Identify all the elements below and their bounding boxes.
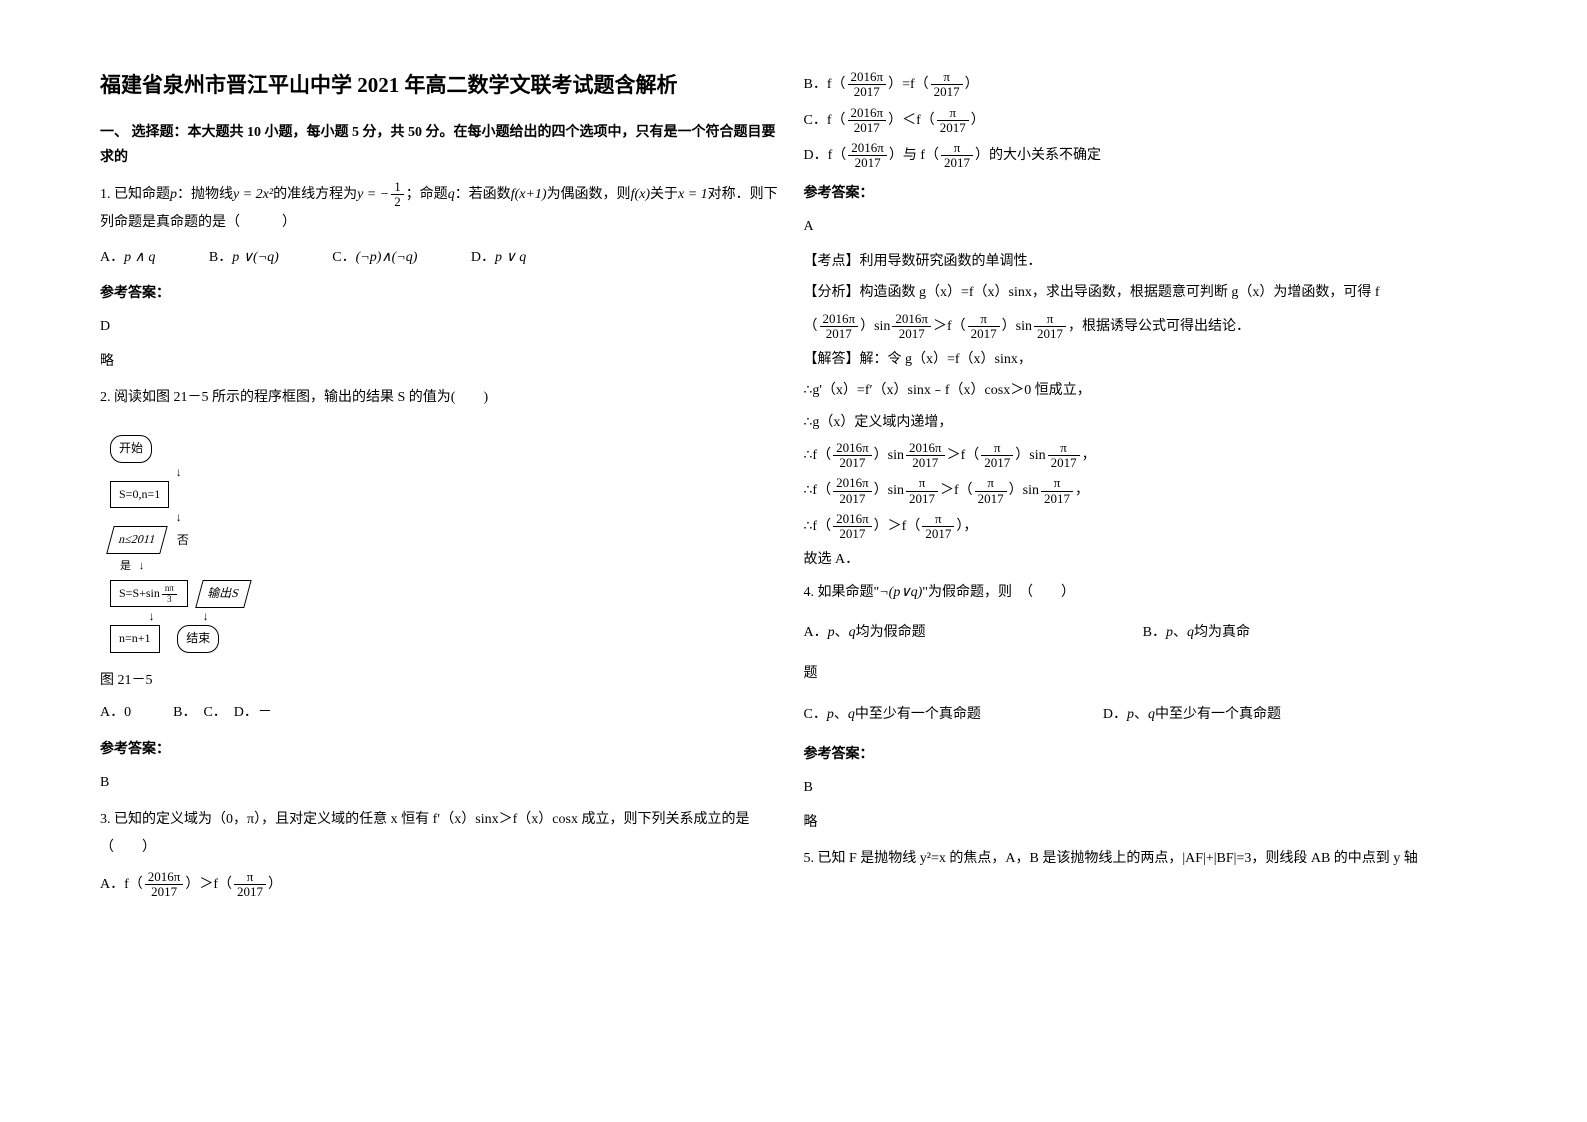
q3-opt-b: B．f（2016π2017）=f（π2017） [804,70,1488,100]
q3-answer: A [804,214,1488,239]
flow-arrow: ↓ ↓ [110,610,247,622]
flow-start: 开始 [110,435,152,463]
question-3: 3. 已知的定义域为（0，π），且对定义域的任意 x 恒有 f′（x）sinx＞… [100,806,784,862]
q3-analysis-1: 【分析】构造函数 g（x）=f（x）sinx，求出导函数，根据题意可判断 g（x… [804,280,1488,305]
math-y2x2: y = 2x² [233,187,273,202]
q4-answer-label: 参考答案： [804,742,1488,767]
q3-solve-4: ∴f（2016π2017）sinπ2017＞f（π2017）sinπ2017， [804,476,1488,506]
q3-opt-d: D．f（2016π2017）与 f（π2017）的大小关系不确定 [804,141,1488,171]
q3-solve-3: ∴f（2016π2017）sin2016π2017＞f（π2017）sinπ20… [804,441,1488,471]
q1-options: A．p ∧ q B．p ∨(¬q) C．(¬p)∧(¬q) D．p ∨ q [100,245,784,270]
flow-end: 结束 [177,625,219,653]
q2-answer-label: 参考答案： [100,737,784,762]
q4-answer-note: 略 [804,810,1488,835]
flow-yes-label: 是 [120,560,131,572]
math-fx: f(x) [631,187,650,202]
q1-answer-label: 参考答案： [100,281,784,306]
left-column: 福建省泉州市晋江平山中学 2021 年高二数学文联考试题含解析 一、 选择题：本… [90,70,794,1092]
math-yneg: y = − [357,187,389,202]
q1-answer: D [100,314,784,339]
q4-opts-row1: A．p、q均为假命题 B．p、q均为真命 [804,615,1488,650]
q1-text-7: 关于 [650,187,678,202]
q3-solve-1: ∴g'（x）=f′（x）sinx﹣f（x）cosx＞0 恒成立， [804,378,1488,403]
q3-analysis-label: 【考点】利用导数研究函数的单调性． [804,249,1488,274]
q3-opt-c: C．f（2016π2017）＜f（π2017） [804,106,1488,136]
q3-solve-label: 【解答】解：令 g（x）=f（x）sinx， [804,347,1488,372]
q1-opt-b: B．p ∨(¬q) [209,245,279,270]
q4-answer: B [804,775,1488,800]
right-column: B．f（2016π2017）=f（π2017） C．f（2016π2017）＜f… [794,70,1498,1092]
math-notpvq: ¬(p∨q) [879,585,922,600]
q3-solve-2: ∴g（x）定义域内递增， [804,410,1488,435]
question-1: 1. 已知命题p：抛物线y = 2x²的准线方程为y = −12；命题q：若函数… [100,180,784,238]
math-q: q [448,187,455,202]
q1-opt-d: D．p ∨ q [471,245,526,270]
math-x1: x = 1 [678,187,708,202]
flow-inc: n=n+1 [110,625,160,653]
frac-2016pi: 2016π2017 [145,870,184,900]
q3-answer-label: 参考答案： [804,181,1488,206]
flowchart-caption: 图 21－5 [100,668,784,693]
frac-half: 12 [391,180,404,210]
flowchart: 开始 ↓ S=0,n=1 ↓ n≤2011 否 是 ↓ S=S+sinnπ3 输… [110,432,247,656]
question-5: 5. 已知 F 是抛物线 y²=x 的焦点，A，B 是该抛物线上的两点，|AF|… [804,845,1488,873]
q3-solve-5: ∴f（2016π2017）＞f（π2017）， [804,512,1488,542]
flow-output: 输出S [195,580,251,608]
q4-opts-row2: C．p、q中至少有一个真命题 D．p、q中至少有一个真命题 [804,697,1488,732]
q3-opt-a: A．f（2016π2017）＞f（π2017） [100,870,784,900]
math-fx1: f(x+1) [511,187,547,202]
q1-answer-note: 略 [100,349,784,374]
q4-opt-b-cont: 题 [804,656,1488,691]
question-4: 4. 如果命题"¬(p∨q)"为假命题，则 （ ） [804,579,1488,607]
q1-text-6: 为偶函数，则 [547,187,631,202]
q3-analysis-2: （2016π2017）sin2016π2017＞f（π2017）sinπ2017… [804,312,1488,342]
q1-text-1: 1. 已知命题 [100,187,170,202]
flow-arrow: ↓ [110,511,247,523]
q1-text-4: ；命题 [406,187,448,202]
flow-calc: S=S+sinnπ3 [110,580,188,608]
section-header: 一、 选择题：本大题共 10 小题，每小题 5 分，共 50 分。在每小题给出的… [100,120,784,170]
question-2: 2. 阅读如图 21－5 所示的程序框图，输出的结果 S 的值为( ) [100,384,784,412]
q1-text-5: ：若函数 [455,187,511,202]
math-p: p [170,187,177,202]
flow-cond: n≤2011 [106,526,168,554]
q2-answer: B [100,770,784,795]
q1-text-2: ：抛物线 [177,187,233,202]
q3-solve-6: 故选 A． [804,547,1488,572]
q1-opt-c: C．(¬p)∧(¬q) [332,245,417,270]
q1-opt-a: A．p ∧ q [100,245,155,270]
flow-no-label: 否 [177,530,189,552]
flow-arrow: ↓ [110,466,247,478]
document-title: 福建省泉州市晋江平山中学 2021 年高二数学文联考试题含解析 [100,70,784,102]
frac-pi: π2017 [234,870,266,900]
q1-text-3: 的准线方程为 [273,187,357,202]
flow-init: S=0,n=1 [110,481,169,509]
q2-options: A．0 B． C． D．－ [100,699,784,727]
